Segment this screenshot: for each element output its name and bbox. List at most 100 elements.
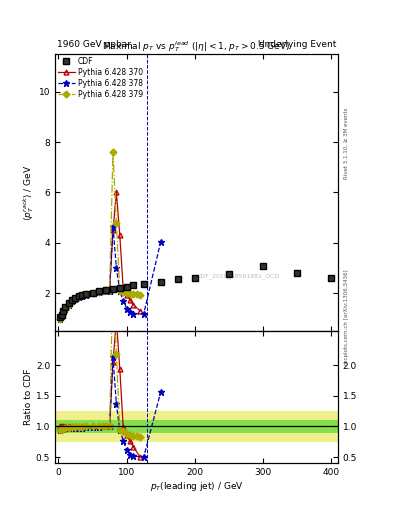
Pythia 6.428 378 [158,239,163,245]
Pythia 6.428 379 [121,289,125,295]
CDF [110,286,115,292]
Bar [55,420,338,433]
Pythia 6.428 378 [121,298,125,304]
Pythia 6.428 370 [128,296,132,303]
Pythia 6.428 378 [128,309,132,315]
CDF [80,292,84,298]
Pythia 6.428 370 [83,291,88,297]
CDF [193,274,197,281]
Pythia 6.428 370 [57,314,62,321]
CDF [261,263,265,269]
Pythia 6.428 379 [134,291,139,297]
Y-axis label: $\langle p_T^{rack} \rangle$ / GeV: $\langle p_T^{rack} \rangle$ / GeV [21,164,36,221]
Pythia 6.428 379 [90,290,95,296]
Pythia 6.428 378 [131,310,136,316]
Pythia 6.428 370 [121,285,125,291]
Pythia 6.428 370 [107,288,112,294]
Pythia 6.428 370 [100,288,105,294]
Legend: CDF, Pythia 6.428 370, Pythia 6.428 378, Pythia 6.428 379: CDF, Pythia 6.428 370, Pythia 6.428 378,… [57,55,145,100]
CDF [59,312,64,318]
Pythia 6.428 378 [57,315,62,322]
Pythia 6.428 370 [59,312,64,318]
Pythia 6.428 378 [66,302,71,308]
Pythia 6.428 379 [138,291,143,297]
CDF [158,279,163,285]
Pythia 6.428 378 [110,223,115,229]
Pythia 6.428 378 [100,288,105,294]
CDF [77,293,81,300]
Pythia 6.428 379 [110,149,115,155]
Pythia 6.428 379 [114,220,119,226]
CDF [61,308,66,314]
Line: Pythia 6.428 370: Pythia 6.428 370 [57,190,143,320]
Pythia 6.428 379 [73,295,78,302]
Pythia 6.428 378 [124,306,129,312]
Pythia 6.428 379 [100,288,105,294]
Pythia 6.428 370 [61,308,66,314]
Text: mcplots.cern.ch [arXiv:1306.3436]: mcplots.cern.ch [arXiv:1306.3436] [344,270,349,365]
Pythia 6.428 378 [63,306,68,312]
CDF [63,304,68,310]
Pythia 6.428 370 [138,308,143,314]
Pythia 6.428 379 [104,287,108,293]
Pythia 6.428 378 [114,265,119,271]
Pythia 6.428 379 [128,291,132,297]
Pythia 6.428 370 [131,302,136,308]
Pythia 6.428 378 [90,290,95,296]
CDF [104,287,108,293]
Pythia 6.428 370 [114,189,119,196]
CDF [295,270,299,276]
Pythia 6.428 378 [118,288,122,294]
Pythia 6.428 378 [77,294,81,300]
Pythia 6.428 379 [77,293,81,300]
CDF [66,301,71,307]
Pythia 6.428 370 [73,295,78,301]
Pythia 6.428 370 [90,290,95,296]
Pythia 6.428 379 [61,309,66,315]
Pythia 6.428 370 [118,232,122,239]
Pythia 6.428 370 [66,301,71,307]
Pythia 6.428 379 [118,288,122,294]
Pythia 6.428 379 [124,290,129,296]
Pythia 6.428 378 [61,309,66,315]
Pythia 6.428 379 [66,302,71,308]
Pythia 6.428 379 [70,298,74,304]
CDF [57,314,62,321]
Pythia 6.428 370 [110,227,115,233]
CDF [175,276,180,282]
CDF [118,285,122,291]
Pythia 6.428 379 [107,287,112,293]
Pythia 6.428 378 [59,313,64,319]
Pythia 6.428 370 [80,292,84,298]
Pythia 6.428 379 [97,289,102,295]
CDF [83,291,88,297]
Pythia 6.428 379 [80,292,84,298]
Pythia 6.428 370 [70,297,74,304]
Line: Pythia 6.428 379: Pythia 6.428 379 [57,150,143,321]
Y-axis label: Ratio to CDF: Ratio to CDF [24,369,33,425]
X-axis label: $p_T$(leading jet) / GeV: $p_T$(leading jet) / GeV [150,480,243,493]
Pythia 6.428 378 [97,289,102,295]
Pythia 6.428 370 [63,304,68,310]
CDF [141,281,146,287]
CDF [97,288,102,294]
Pythia 6.428 378 [80,293,84,299]
Text: Underlying Event: Underlying Event [258,39,336,49]
Pythia 6.428 370 [97,288,102,294]
CDF [329,275,334,281]
Text: 1960 GeV ppbar: 1960 GeV ppbar [57,39,131,49]
Pythia 6.428 379 [83,291,88,297]
Pythia 6.428 370 [104,287,108,293]
Text: Rivet 3.1.10, ≥ 3M events: Rivet 3.1.10, ≥ 3M events [344,108,349,179]
Title: Maximal $p_T$ vs $p_T^{lead}$ ($|\eta| < 1$, $p_T > 0.5$ GeV): Maximal $p_T$ vs $p_T^{lead}$ ($|\eta| <… [103,39,290,54]
Pythia 6.428 379 [131,291,136,297]
Pythia 6.428 378 [141,311,146,317]
CDF [73,295,78,301]
CDF [131,282,136,288]
CDF [226,271,231,278]
CDF [70,297,74,304]
Pythia 6.428 370 [77,293,81,300]
Pythia 6.428 378 [107,288,112,294]
Line: CDF: CDF [57,263,334,320]
Line: Pythia 6.428 378: Pythia 6.428 378 [57,223,164,322]
